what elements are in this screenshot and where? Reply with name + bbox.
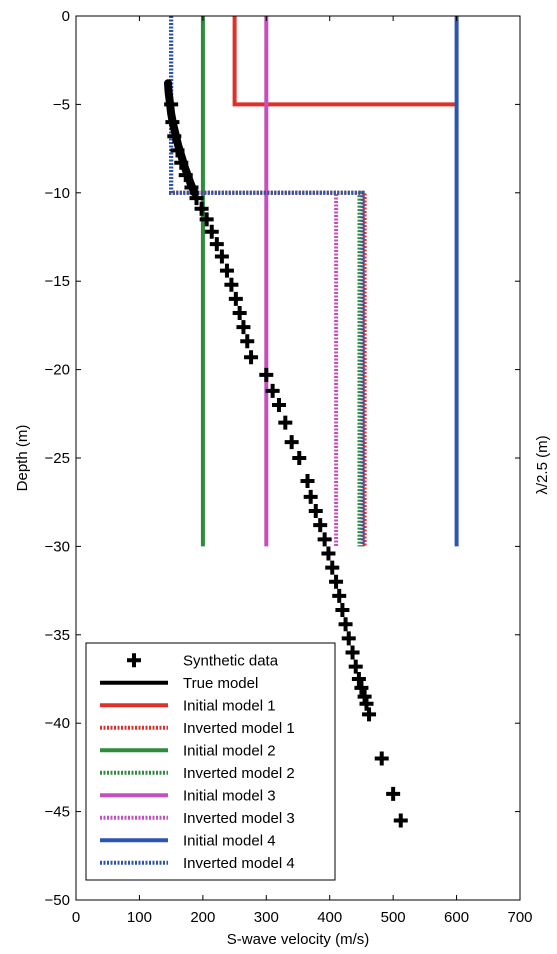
legend-label-0: Synthetic data [183,652,279,669]
legend-label-4: Initial model 2 [183,742,276,759]
data-point-20 [259,367,274,382]
data-point-32 [325,560,340,575]
data-point-16 [232,306,247,321]
data-point-28 [308,504,323,519]
y-tick-label-10: −50 [45,892,70,909]
series-line-7 [169,16,339,547]
data-point-30 [317,532,332,547]
y-tick-label-9: −45 [45,804,70,821]
y-tick-label-1: −5 [53,96,70,113]
data-point-38 [345,645,360,660]
data-point-45 [374,751,389,766]
data-point-40 [351,672,366,686]
data-point-0 [164,97,179,112]
data-point-34 [332,588,347,603]
tick-layer: 0 100 200 300 400 500 600 700 0 −5 −10 −15 −20 −25 −30… [45,8,533,926]
data-point-13 [219,263,234,278]
data-point-35 [335,603,350,618]
data-point-21 [265,383,280,398]
data-point-11 [209,237,224,252]
data-point-41 [354,680,369,695]
x-tick-label-7: 700 [507,909,532,926]
y-tick-label-4: −20 [45,362,70,379]
data-point-8 [194,201,209,216]
data-point-6 [184,180,199,195]
data-point-27 [303,489,318,504]
x-tick-label-6: 600 [444,909,469,926]
data-point-37 [341,631,356,646]
data-point-29 [313,518,328,533]
data-point-7 [189,191,204,206]
series-line-2 [232,16,457,107]
legend-label-7: Inverted model 3 [183,810,295,827]
data-point-10 [204,224,219,239]
data-point-24 [284,435,299,450]
data-point-44 [362,707,377,722]
data-point-1 [165,115,180,130]
x-tick-label-0: 0 [72,909,80,926]
right-axis-label: λ/2.5 (m) [534,435,551,494]
data-point-36 [338,617,353,632]
y-tick-label-7: −35 [45,627,70,644]
data-point-2 [167,129,182,144]
y-tick-label-6: −30 [45,538,70,555]
legend-label-5: Inverted model 2 [183,765,295,782]
data-point-14 [224,277,239,292]
legend-label-1: True model [183,675,258,692]
data-point-4 [174,155,189,170]
x-axis-label: S-wave velocity (m/s) [227,931,370,948]
x-tick-label-2: 200 [190,909,215,926]
legend-swatch-0 [127,653,141,668]
data-point-18 [240,334,255,349]
y-tick-label-8: −40 [45,715,70,732]
data-point-12 [214,249,229,264]
data-point-3 [170,143,185,158]
x-tick-label-3: 300 [254,909,279,926]
y-axis-label: Depth (m) [14,425,31,492]
legend-label-3: Inverted model 1 [183,720,295,737]
data-point-15 [228,291,243,306]
data-point-46 [386,786,401,801]
data-point-23 [278,415,293,430]
legend-layer: Synthetic data True model Initial model 1 I… [85,642,336,881]
y-tick-label-2: −10 [45,185,70,202]
data-point-25 [292,451,307,465]
legend-label-8: Initial model 4 [183,832,276,849]
data-point-33 [329,574,344,589]
legend-label-6: Initial model 3 [183,787,276,804]
y-tick-label-3: −15 [45,273,70,290]
y-tick-label-0: 0 [62,8,70,25]
x-tick-label-4: 400 [317,909,342,926]
data-point-47 [393,813,408,828]
y-tick-label-5: −25 [45,450,70,467]
data-point-19 [244,350,259,365]
data-point-39 [348,659,363,674]
series-synthetic-data [164,97,408,828]
x-tick-label-1: 100 [127,909,152,926]
x-tick-label-5: 500 [381,909,406,926]
plot-layer [164,16,459,828]
data-point-26 [300,473,315,488]
data-point-5 [178,168,193,183]
data-point-31 [321,546,336,561]
data-point-17 [236,320,251,335]
data-point-22 [271,397,286,412]
data-point-43 [359,696,374,711]
legend-label-2: Initial model 1 [183,697,276,714]
legend-label-9: Inverted model 4 [183,855,295,872]
data-point-9 [199,212,214,227]
